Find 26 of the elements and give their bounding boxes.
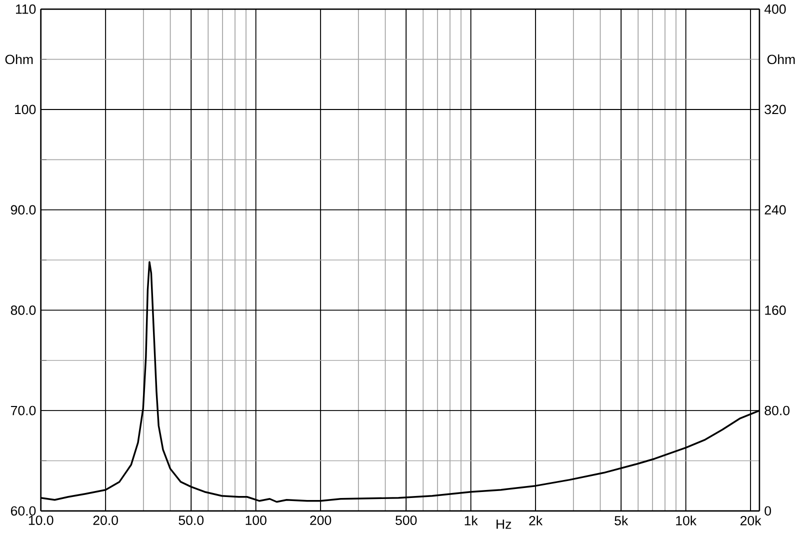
y2-tick-label: 320 xyxy=(764,104,786,114)
x-tick-label: 2k xyxy=(529,516,543,526)
y-tick-label: 90.0 xyxy=(10,205,36,215)
x-tick-label: 200 xyxy=(310,516,332,526)
y2-tick-label: 240 xyxy=(764,205,786,215)
y2-tick-label: 0 xyxy=(764,506,772,516)
x-axis-title: Hz xyxy=(496,520,512,529)
x-tick-label: 100 xyxy=(246,516,266,526)
x-tick-label: 500 xyxy=(396,516,417,526)
y-tick-label: 80.0 xyxy=(10,306,36,315)
y-tick-label: 60.0 xyxy=(10,506,36,516)
y2-tick-label: 160 xyxy=(765,306,786,315)
y-tick-label: 100 xyxy=(15,104,36,114)
x-tick-label: 5k xyxy=(614,516,628,526)
y-tick-label: 70.0 xyxy=(10,406,36,416)
x-tick-label: 50.0 xyxy=(178,516,204,526)
y-axis-title: Ohm xyxy=(5,54,33,64)
x-tick-label: 20.0 xyxy=(93,516,118,526)
y2-tick-label: 400 xyxy=(764,4,786,14)
y2-axis-title: Ohm xyxy=(767,54,795,64)
x-tick-label: 10.0 xyxy=(28,516,54,526)
x-tick-label: 10k xyxy=(676,516,697,526)
x-tick-label: 1k xyxy=(464,516,478,526)
x-tick-label: 20k xyxy=(740,516,762,526)
y2-tick-label: 80.0 xyxy=(764,406,790,416)
y-tick-label: 110 xyxy=(16,4,36,14)
